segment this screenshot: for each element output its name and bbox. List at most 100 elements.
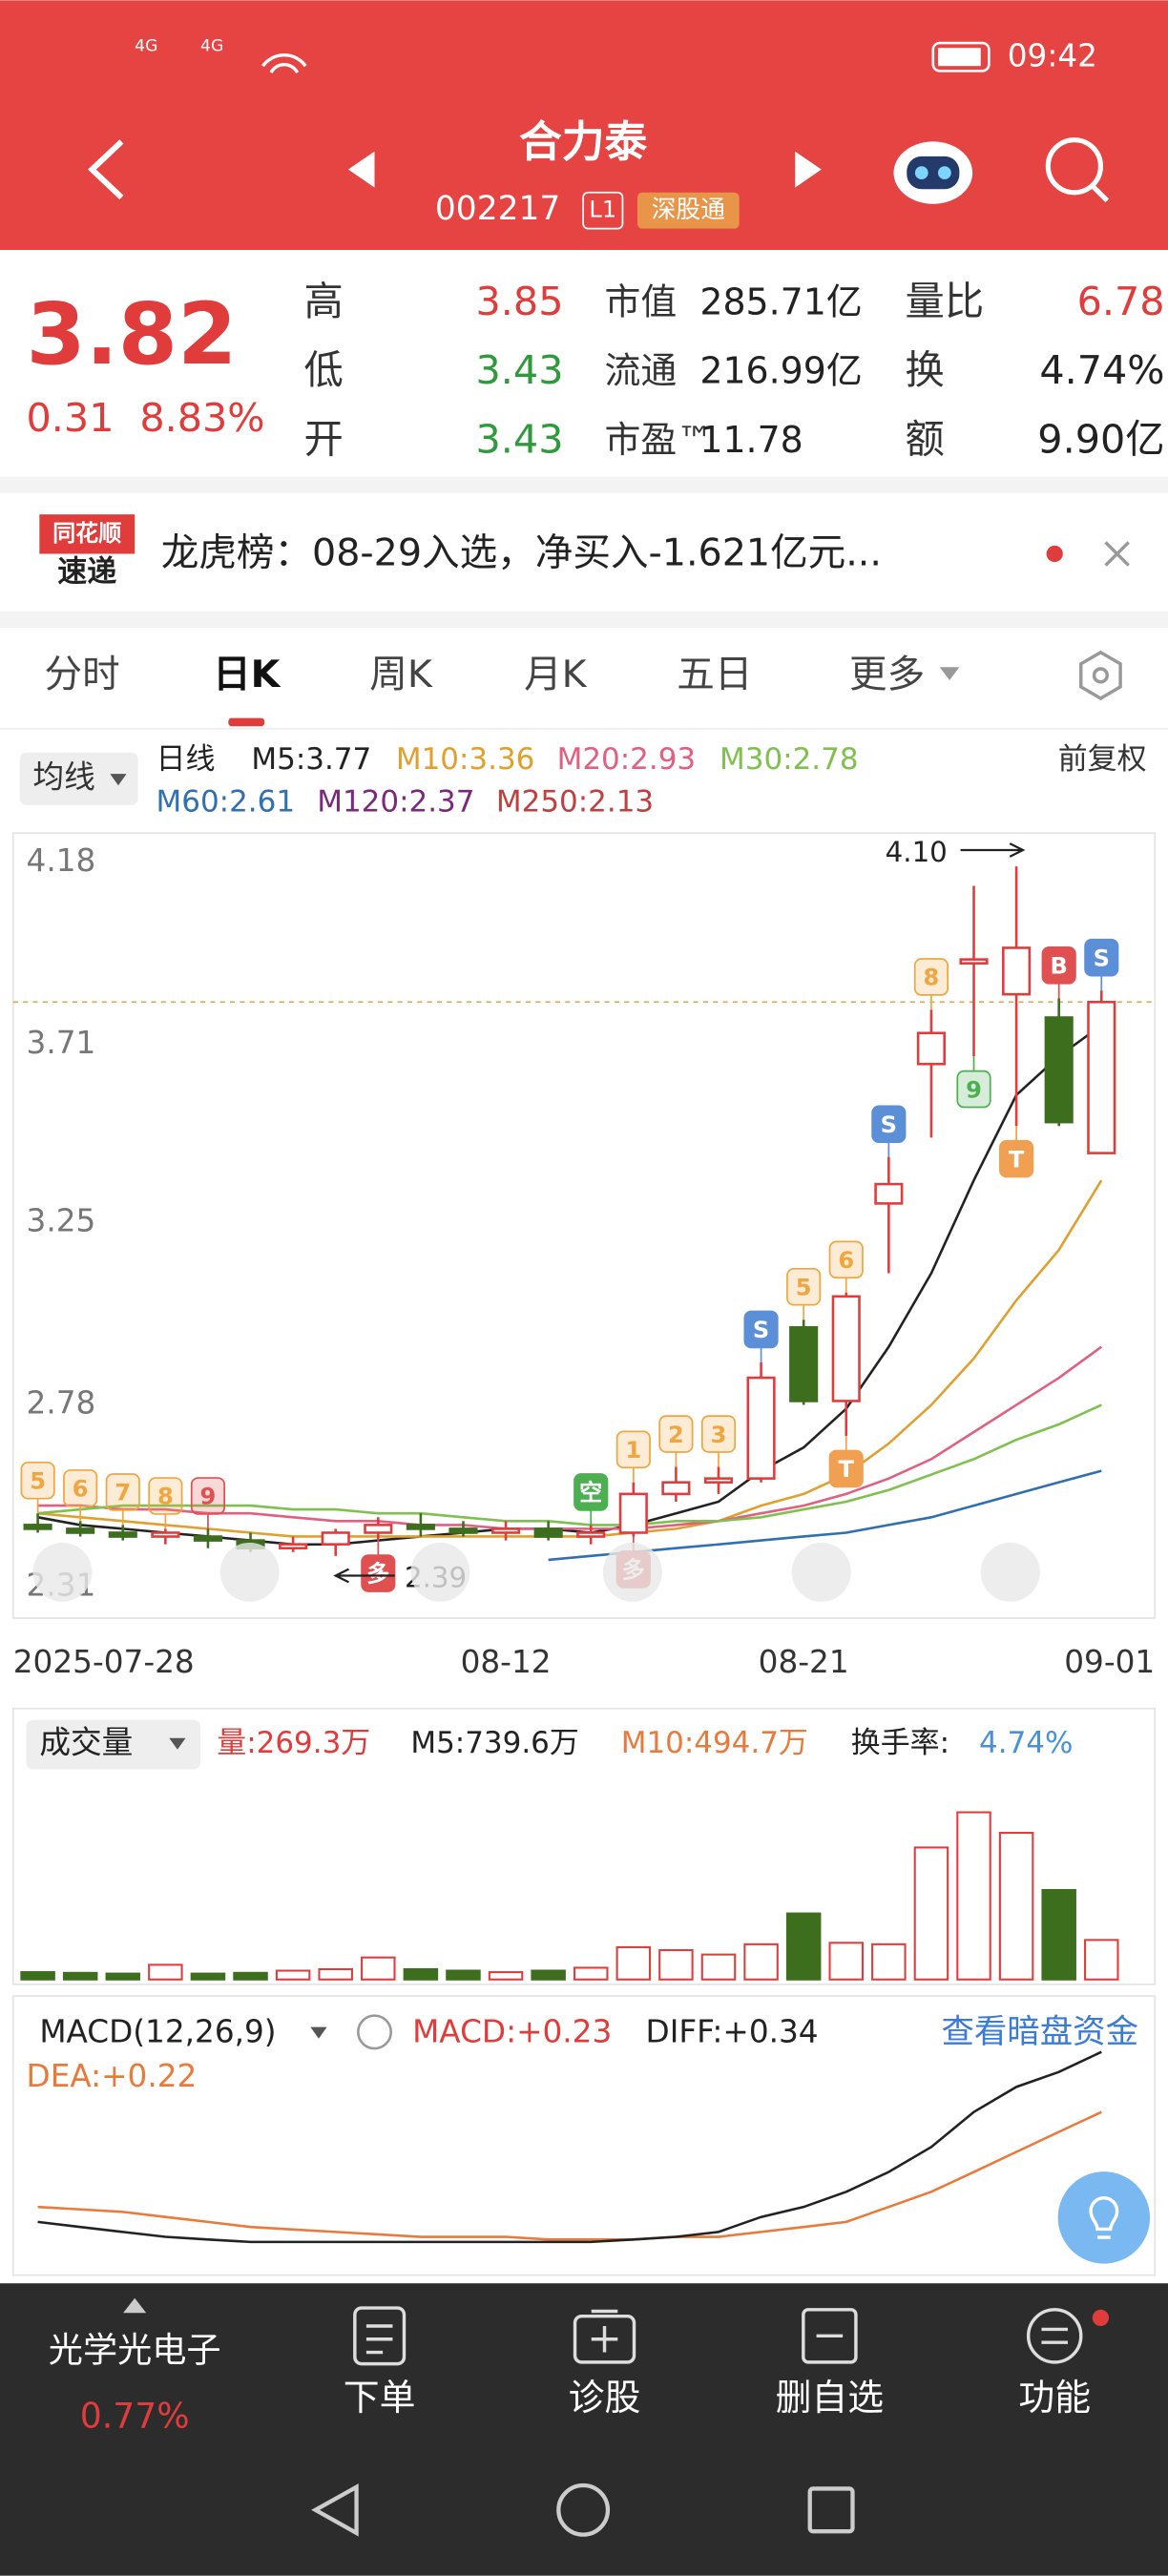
volume-frame — [11, 1707, 1157, 1985]
y-tick-label: 4.18 — [27, 842, 96, 879]
chart-control[interactable] — [219, 1542, 280, 1602]
signal-label: 5 — [796, 1274, 812, 1300]
period: 日线 — [156, 742, 216, 777]
caret — [110, 774, 127, 786]
volume-button-text[interactable]: 成交量 — [39, 1725, 133, 1761]
volume-bar — [318, 1967, 353, 1981]
tab[interactable]: 周K — [369, 653, 433, 696]
help-icon[interactable] — [357, 2014, 393, 2050]
y-tick-label: 3.25 — [27, 1203, 96, 1239]
signal-badge — [999, 1139, 1034, 1178]
volume-bar — [871, 1942, 907, 1981]
news-logo — [39, 514, 136, 554]
badge — [636, 192, 740, 229]
sector-caret — [123, 2297, 147, 2314]
macd-button-text[interactable]: MACD(12,26,9) — [39, 2014, 276, 2050]
volume-bar — [828, 1942, 865, 1981]
ma-button[interactable] — [19, 752, 138, 805]
candle-body — [490, 1527, 521, 1534]
news-text[interactable]: 龙虎榜：08-29入选，净买入-1.621亿元... — [161, 531, 882, 575]
stat-label: 开 — [303, 416, 343, 462]
caret — [310, 2026, 327, 2039]
news-logo-text: 速递 — [57, 555, 116, 590]
tab[interactable]: 更多 — [849, 653, 925, 696]
nav-recent[interactable] — [807, 2486, 855, 2534]
candle-body — [916, 1031, 946, 1066]
candle-body — [789, 1326, 819, 1402]
stock-name: 合力泰 — [519, 116, 647, 167]
turnover-label: 换手率: — [851, 1726, 949, 1760]
ma-legend: M120:2.37 — [317, 785, 474, 820]
close-news[interactable] — [1104, 541, 1130, 567]
footer-icons — [353, 2306, 1083, 2366]
bulb-icon — [1089, 2196, 1119, 2239]
footer-action[interactable]: 下单 — [344, 2377, 416, 2419]
volume-bar — [233, 1971, 268, 1981]
news-logo-text: 同花顺 — [52, 520, 121, 547]
ma-legend: M20:2.93 — [557, 742, 697, 777]
footer-action[interactable]: 删自选 — [776, 2377, 885, 2419]
signal-label: 3 — [711, 1422, 727, 1448]
next-stock[interactable] — [795, 151, 822, 188]
dark-pool-link[interactable]: 查看暗盘资金 — [941, 2013, 1138, 2051]
stat-value: 3.43 — [476, 347, 564, 393]
chart-control[interactable] — [980, 1542, 1040, 1602]
nav-back[interactable] — [311, 2483, 359, 2537]
divider — [0, 727, 1168, 730]
ma-button-text[interactable]: 均线 — [32, 758, 94, 795]
tab[interactable]: 五日 — [677, 653, 752, 696]
stat-value: 216.99亿 — [699, 350, 862, 392]
settings-button[interactable] — [1079, 650, 1122, 700]
candle-body — [23, 1524, 52, 1530]
nav-home[interactable] — [556, 2483, 611, 2537]
footer-action[interactable]: 诊股 — [569, 2377, 641, 2419]
candle-body — [576, 1531, 606, 1538]
x-tick-label: 09-01 — [1064, 1644, 1155, 1680]
x-tick-label: 08-21 — [759, 1644, 849, 1680]
signal-label: 9 — [966, 1076, 982, 1103]
volume-bar — [743, 1942, 779, 1981]
battery-level — [937, 48, 981, 67]
chart-control[interactable] — [410, 1542, 470, 1602]
chart-control[interactable] — [602, 1542, 662, 1602]
volume-bar — [531, 1969, 566, 1981]
volume-bar — [1084, 1939, 1119, 1981]
assistant-icon[interactable] — [893, 141, 973, 204]
volume-bar — [105, 1972, 141, 1981]
tab[interactable]: 日K — [213, 653, 282, 696]
volume-bar — [62, 1971, 98, 1981]
volume-bar — [615, 1945, 652, 1981]
candle-body — [66, 1527, 95, 1534]
signal-label: T — [1009, 1146, 1025, 1173]
tips-button[interactable] — [1057, 2171, 1151, 2264]
tab[interactable]: 分时 — [44, 653, 119, 696]
signal-badge — [913, 958, 949, 996]
signal-label: 5 — [30, 1467, 46, 1494]
chart-control[interactable] — [32, 1542, 93, 1602]
network-type: 4G — [200, 37, 223, 56]
volume-bar — [148, 1963, 183, 1981]
tab[interactable]: 月K — [524, 653, 588, 696]
chart-control[interactable] — [791, 1542, 851, 1602]
candle-body — [108, 1531, 137, 1538]
volume-bar — [20, 1971, 55, 1981]
stat-label: 换 — [906, 347, 945, 393]
stat-value: 3.43 — [476, 416, 564, 462]
volume-button[interactable] — [26, 1719, 201, 1770]
candle-body — [279, 1543, 308, 1550]
sector-change: 0.77% — [80, 2395, 190, 2436]
prev-stock[interactable] — [347, 151, 375, 188]
volume-bar — [998, 1832, 1034, 1981]
ma-legend: M30:2.78 — [720, 742, 859, 777]
footer-action[interactable]: 功能 — [1018, 2377, 1091, 2419]
candle-body — [661, 1481, 691, 1496]
turnover: 4.74% — [979, 1726, 1073, 1760]
signal-label: S — [1094, 945, 1110, 971]
sector-name[interactable]: 光学光电子 — [49, 2330, 221, 2371]
back-button[interactable] — [88, 139, 124, 200]
search-button[interactable] — [1045, 137, 1110, 203]
volume-bar — [275, 1969, 311, 1981]
adjust-mode[interactable]: 前复权 — [1058, 742, 1147, 777]
